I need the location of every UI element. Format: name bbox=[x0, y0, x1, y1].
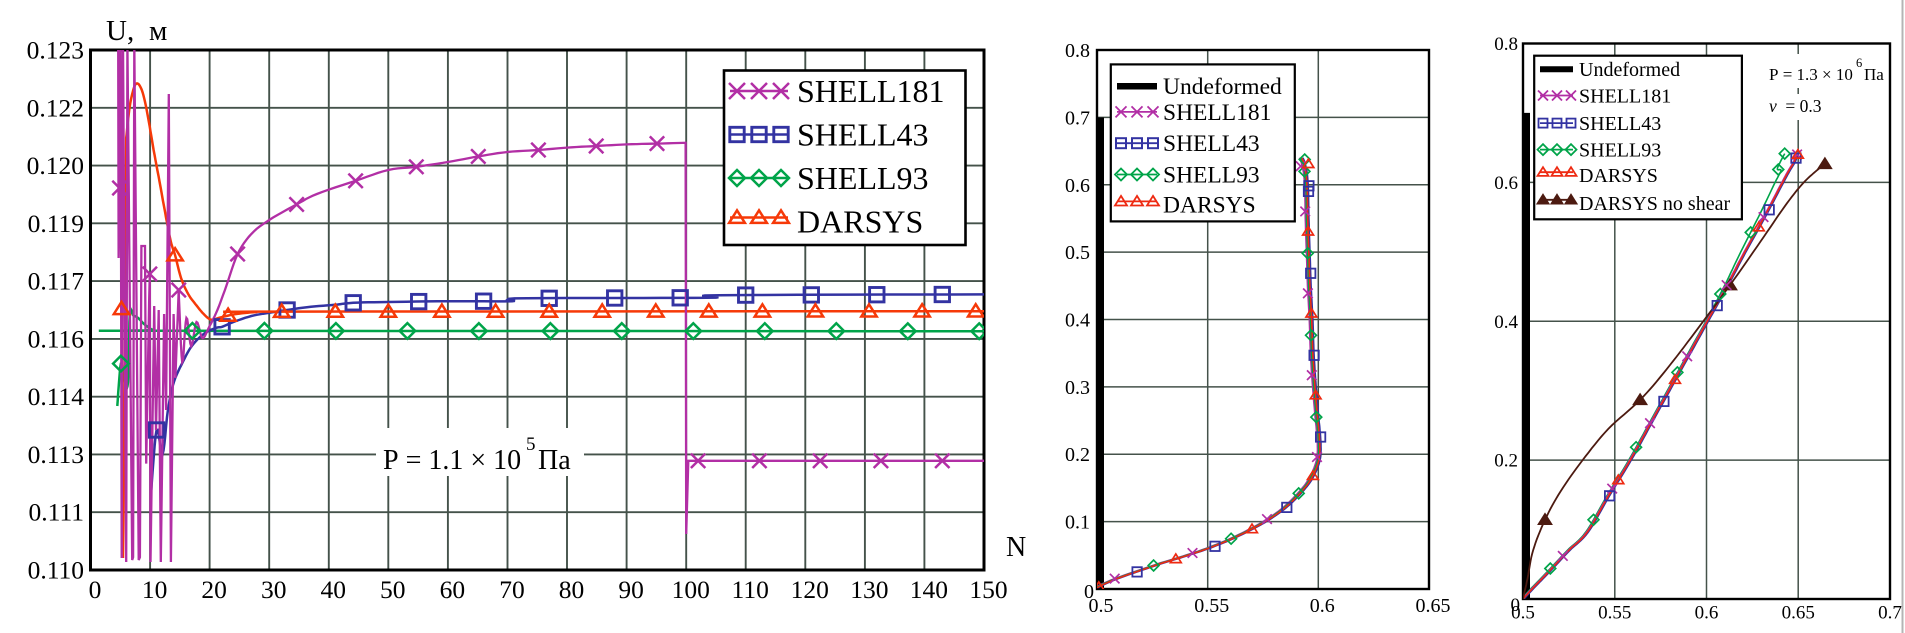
svg-text:0: 0 bbox=[1511, 595, 1521, 616]
svg-text:0.65: 0.65 bbox=[1782, 603, 1815, 624]
svg-text:60: 60 bbox=[440, 575, 466, 604]
svg-text:0: 0 bbox=[1084, 581, 1094, 603]
svg-text:Undeformed: Undeformed bbox=[1579, 59, 1680, 81]
svg-text:0.2: 0.2 bbox=[1065, 444, 1090, 466]
svg-text:P = 1.1 × 10: P = 1.1 × 10 bbox=[383, 445, 521, 476]
svg-text:80: 80 bbox=[559, 575, 585, 604]
svg-text:SHELL181: SHELL181 bbox=[797, 73, 945, 109]
svg-text:DARSYS: DARSYS bbox=[1163, 192, 1256, 218]
svg-text:0.114: 0.114 bbox=[28, 382, 85, 411]
svg-text:0.2: 0.2 bbox=[1494, 451, 1518, 472]
svg-text:0.5: 0.5 bbox=[1065, 242, 1090, 264]
svg-text:0.113: 0.113 bbox=[28, 440, 84, 469]
svg-text:U,: U, bbox=[106, 15, 134, 47]
svg-text:140: 140 bbox=[910, 575, 948, 604]
svg-text:ν: ν bbox=[1769, 96, 1777, 116]
svg-text:DARSYS: DARSYS bbox=[1579, 165, 1658, 187]
svg-text:0.8: 0.8 bbox=[1494, 34, 1518, 55]
svg-text:Па: Па bbox=[538, 445, 571, 476]
svg-text:0.55: 0.55 bbox=[1598, 603, 1631, 624]
svg-text:P = 1.3 × 10: P = 1.3 × 10 bbox=[1769, 65, 1853, 84]
svg-text:0.6: 0.6 bbox=[1695, 603, 1719, 624]
svg-text:м: м bbox=[149, 15, 167, 47]
svg-text:0.111: 0.111 bbox=[29, 498, 84, 527]
svg-text:20: 20 bbox=[201, 575, 227, 604]
svg-text:6: 6 bbox=[1856, 56, 1862, 70]
svg-text:0.123: 0.123 bbox=[27, 36, 84, 65]
svg-text:120: 120 bbox=[791, 575, 829, 604]
svg-text:N: N bbox=[1006, 532, 1026, 563]
svg-text:0.119: 0.119 bbox=[28, 209, 84, 238]
svg-text:0.7: 0.7 bbox=[1065, 107, 1090, 129]
svg-text:DARSYS: DARSYS bbox=[797, 204, 923, 240]
svg-text:90: 90 bbox=[618, 575, 644, 604]
svg-text:10: 10 bbox=[142, 575, 168, 604]
svg-text:5: 5 bbox=[526, 434, 536, 455]
svg-text:0.55: 0.55 bbox=[1194, 595, 1229, 617]
svg-text:110: 110 bbox=[732, 575, 769, 604]
svg-text:0.117: 0.117 bbox=[28, 267, 85, 296]
svg-text:SHELL93: SHELL93 bbox=[797, 160, 929, 196]
svg-text:= 0.3: = 0.3 bbox=[1781, 96, 1822, 116]
svg-text:SHELL181: SHELL181 bbox=[1163, 100, 1271, 126]
svg-text:0.8: 0.8 bbox=[1065, 40, 1090, 62]
svg-text:130: 130 bbox=[850, 575, 888, 604]
svg-text:SHELL43: SHELL43 bbox=[797, 117, 929, 153]
svg-text:0.122: 0.122 bbox=[27, 93, 84, 122]
svg-text:0.6: 0.6 bbox=[1065, 175, 1090, 197]
svg-text:30: 30 bbox=[261, 575, 287, 604]
svg-text:0.6: 0.6 bbox=[1494, 173, 1518, 194]
svg-text:0.4: 0.4 bbox=[1065, 310, 1090, 332]
svg-text:0.5: 0.5 bbox=[1511, 603, 1535, 624]
svg-text:Undeformed: Undeformed bbox=[1163, 74, 1282, 100]
svg-text:0.3: 0.3 bbox=[1065, 377, 1090, 399]
svg-text:0.65: 0.65 bbox=[1416, 595, 1451, 617]
svg-text:DARSYS no shear: DARSYS no shear bbox=[1579, 193, 1730, 215]
svg-text:0.4: 0.4 bbox=[1494, 312, 1518, 333]
svg-text:0.6: 0.6 bbox=[1310, 595, 1335, 617]
svg-text:0.116: 0.116 bbox=[28, 324, 84, 353]
svg-text:SHELL93: SHELL93 bbox=[1579, 140, 1661, 162]
svg-text:Па: Па bbox=[1864, 65, 1884, 84]
svg-text:SHELL43: SHELL43 bbox=[1163, 131, 1260, 157]
svg-text:SHELL43: SHELL43 bbox=[1579, 113, 1661, 135]
svg-text:0.120: 0.120 bbox=[27, 151, 84, 180]
svg-text:SHELL181: SHELL181 bbox=[1579, 86, 1671, 108]
svg-text:0.110: 0.110 bbox=[28, 556, 84, 585]
svg-text:150: 150 bbox=[969, 575, 1007, 604]
svg-text:0: 0 bbox=[89, 575, 102, 604]
svg-text:40: 40 bbox=[321, 575, 347, 604]
svg-text:SHELL93: SHELL93 bbox=[1163, 163, 1260, 189]
svg-text:0.7: 0.7 bbox=[1878, 603, 1902, 624]
svg-text:50: 50 bbox=[380, 575, 406, 604]
svg-text:0.1: 0.1 bbox=[1065, 512, 1090, 534]
svg-text:70: 70 bbox=[499, 575, 525, 604]
svg-text:100: 100 bbox=[672, 575, 710, 604]
svg-text:0.5: 0.5 bbox=[1089, 595, 1114, 617]
